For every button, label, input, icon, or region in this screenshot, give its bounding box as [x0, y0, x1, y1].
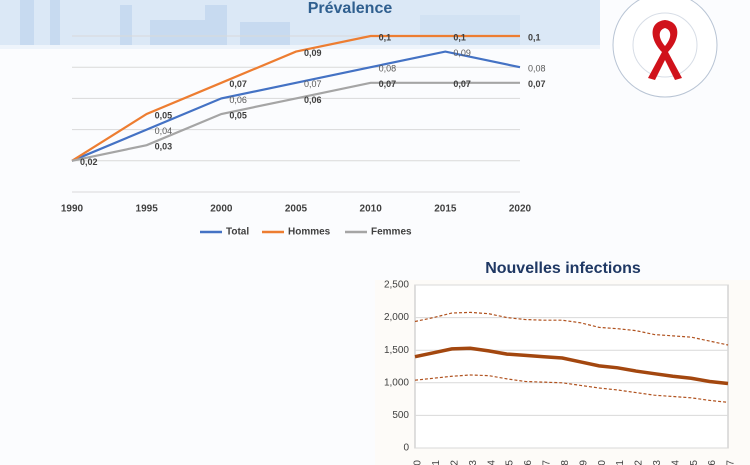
header-banner — [0, 0, 600, 49]
y-tick-label: 2,000 — [384, 312, 409, 323]
series-line — [71, 50, 521, 162]
x-tick-label: 1990 — [61, 204, 84, 215]
x-tick-label: 03 — [468, 460, 479, 465]
line-chart: Nouvelles infections05001,0001,5002,0002… — [375, 260, 750, 465]
data-label: 0,1 — [453, 32, 466, 42]
x-tick-label: 2005 — [285, 204, 308, 215]
x-tick-label: 16 — [707, 460, 718, 465]
x-tick-label: 05 — [505, 460, 516, 465]
y-tick-label: 2,500 — [384, 280, 409, 291]
x-tick-label: 10 — [597, 460, 608, 465]
series-line — [71, 81, 520, 162]
data-label: 0,08 — [379, 64, 397, 74]
x-tick-label: 11 — [615, 460, 626, 465]
data-label: 0,1 — [379, 32, 392, 42]
data-label: 0,07 — [229, 79, 247, 89]
data-label: 0,09 — [304, 48, 322, 58]
x-tick-label: 01 — [431, 460, 442, 465]
x-tick-label: 1995 — [136, 204, 159, 215]
data-label: 0,05 — [155, 110, 173, 120]
series-line — [414, 374, 729, 403]
data-label: 0,02 — [80, 157, 98, 167]
x-tick-label: 2020 — [509, 204, 532, 215]
logo — [612, 0, 718, 98]
data-label: 0,06 — [304, 95, 322, 105]
x-tick-label: 04 — [486, 460, 497, 465]
chart-title: Nouvelles infections — [485, 260, 641, 277]
x-tick-label: 12 — [634, 460, 645, 465]
x-tick-label: 07 — [542, 460, 553, 465]
plot-area — [414, 284, 729, 449]
data-label: 0,07 — [453, 79, 471, 89]
data-label: 0,07 — [528, 79, 546, 89]
x-tick-label: 13 — [652, 460, 663, 465]
legend-label: Total — [226, 227, 249, 238]
x-tick-label: 08 — [560, 460, 571, 465]
x-tick-label: 06 — [523, 460, 534, 465]
y-tick-label: 500 — [392, 410, 409, 421]
x-tick-label: 09 — [578, 460, 589, 465]
x-tick-label: 2000 — [210, 204, 233, 215]
data-label: 0,04 — [155, 126, 173, 136]
legend-label: Femmes — [371, 227, 412, 238]
data-label: 0,07 — [379, 79, 397, 89]
x-tick-label: 14 — [670, 460, 681, 465]
legend-label: Hommes — [288, 227, 331, 238]
data-label: 0,1 — [528, 32, 541, 42]
line-chart: Prévalence 1990 1995 2000 2005 2010 2015 2020 0,… — [61, 0, 546, 237]
x-tick-label: 15 — [689, 460, 700, 465]
data-label: 0,08 — [528, 64, 546, 74]
y-tick-label: 0 — [403, 443, 409, 454]
data-label: 0,03 — [155, 142, 173, 152]
x-tick-label: 02 — [449, 460, 460, 465]
y-tick-label: 1,500 — [384, 345, 409, 356]
data-label: 0,09 — [453, 48, 471, 58]
series-line — [71, 34, 520, 162]
data-label: 0,06 — [229, 95, 247, 105]
chart-title: Prévalence — [308, 0, 393, 17]
x-tick-label: 00 — [413, 460, 424, 465]
series-line — [414, 346, 729, 386]
x-tick-label: 2010 — [360, 204, 383, 215]
x-tick-label: 2015 — [434, 204, 457, 215]
data-label: 0,05 — [229, 110, 247, 120]
x-tick-label: 17 — [726, 460, 737, 465]
data-label: 0,07 — [304, 79, 322, 89]
y-tick-label: 1,000 — [384, 377, 409, 388]
